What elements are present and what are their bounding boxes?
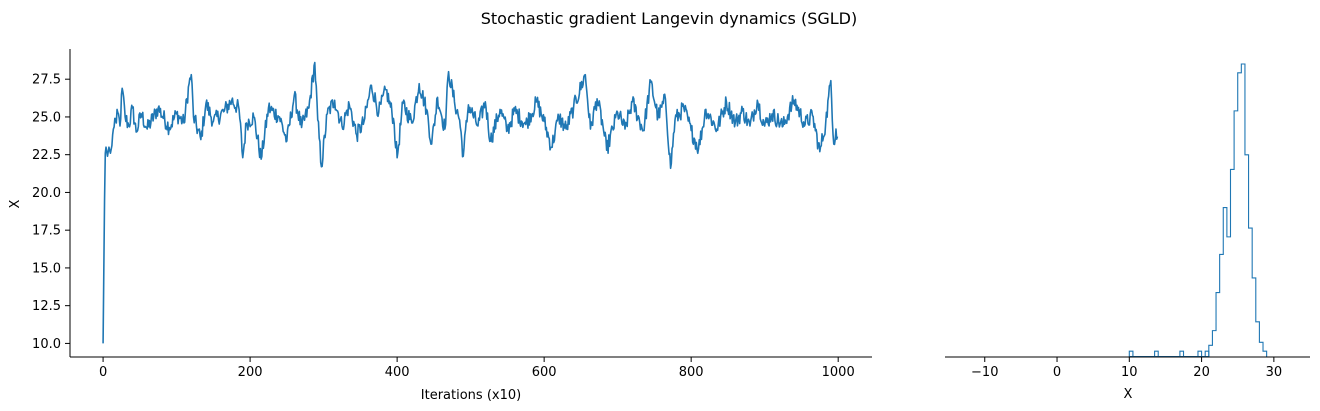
- figure-title: Stochastic gradient Langevin dynamics (S…: [481, 9, 857, 28]
- hist-x-tick-label: 30: [1266, 365, 1283, 380]
- trace-y-tick-label: 22.5: [32, 148, 61, 163]
- trace-x-tick-label: 400: [385, 365, 410, 380]
- histogram-plot: X −10 0 10 20 30: [945, 63, 1310, 402]
- trace-line: [102, 61, 839, 344]
- trace-y-tick-label: 12.5: [32, 299, 61, 314]
- trace-x-tick-label: 800: [679, 365, 704, 380]
- trace-plot: Iterations (x10) X 0 200 400 600 800 1000 10.0…: [8, 49, 872, 403]
- trace-y-tick-label: 15.0: [32, 261, 61, 276]
- trace-x-tick-label: 1000: [822, 365, 855, 380]
- hist-bin: [1128, 350, 1134, 357]
- trace-y-tick-label: 20.0: [32, 186, 61, 201]
- trace-ylabel: X: [8, 199, 23, 208]
- hist-outline: [1208, 63, 1268, 357]
- trace-y-tick-label: 25.0: [32, 110, 61, 125]
- trace-x-tick-label: 600: [532, 365, 557, 380]
- trace-y-tick-label: 27.5: [32, 73, 61, 88]
- hist-bin: [1154, 350, 1159, 357]
- hist-x-tick-label: 0: [1053, 365, 1061, 380]
- hist-x-tick-label: 20: [1193, 365, 1210, 380]
- trace-xlabel: Iterations (x10): [421, 388, 521, 403]
- trace-x-tick-label: 0: [99, 365, 107, 380]
- hist-x-tick-label: 10: [1121, 365, 1138, 380]
- trace-y-tick-label: 10.0: [32, 337, 61, 352]
- hist-bin: [1197, 350, 1203, 357]
- hist-xlabel: X: [1124, 387, 1133, 402]
- trace-x-tick-label: 200: [238, 365, 263, 380]
- hist-bin: [1179, 350, 1185, 357]
- trace-y-tick-label: 17.5: [32, 224, 61, 239]
- hist-x-tick-label: −10: [971, 365, 998, 380]
